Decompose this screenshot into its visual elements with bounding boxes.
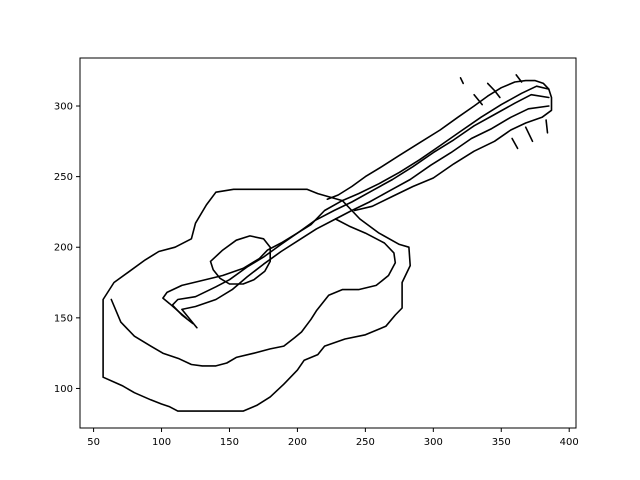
series-line-3	[171, 93, 550, 325]
series-line-5	[326, 79, 553, 212]
series-line-10	[511, 137, 519, 150]
series-line-13	[459, 77, 464, 85]
series-line-7	[486, 82, 501, 99]
series-line-9	[515, 74, 523, 83]
series-line-12	[545, 119, 549, 134]
y-tick-label: 150	[54, 313, 73, 324]
x-tick-label: 400	[560, 437, 579, 448]
series-line-0	[102, 188, 411, 412]
y-tick-label: 250	[54, 172, 73, 183]
x-tick-label: 100	[152, 437, 171, 448]
x-axis: 50 100 150 200 250 300 350 400	[87, 428, 579, 448]
y-tick-label: 200	[54, 243, 73, 254]
y-tick-label: 100	[54, 384, 73, 395]
series-line-4	[181, 105, 550, 329]
plot-lines	[102, 74, 553, 412]
x-tick-label: 150	[220, 437, 239, 448]
x-tick-label: 350	[492, 437, 511, 448]
y-axis: 100 150 200 250 300	[54, 102, 80, 395]
series-line-1	[110, 218, 397, 367]
series-line-2	[162, 85, 550, 319]
x-tick-label: 300	[424, 437, 443, 448]
series-line-6	[209, 235, 271, 285]
x-tick-label: 250	[356, 437, 375, 448]
x-tick-label: 200	[288, 437, 307, 448]
series-line-11	[524, 126, 534, 143]
series-line-8	[473, 93, 483, 106]
y-tick-label: 300	[54, 102, 73, 113]
x-tick-label: 50	[87, 437, 100, 448]
axes-frame	[79, 57, 577, 429]
